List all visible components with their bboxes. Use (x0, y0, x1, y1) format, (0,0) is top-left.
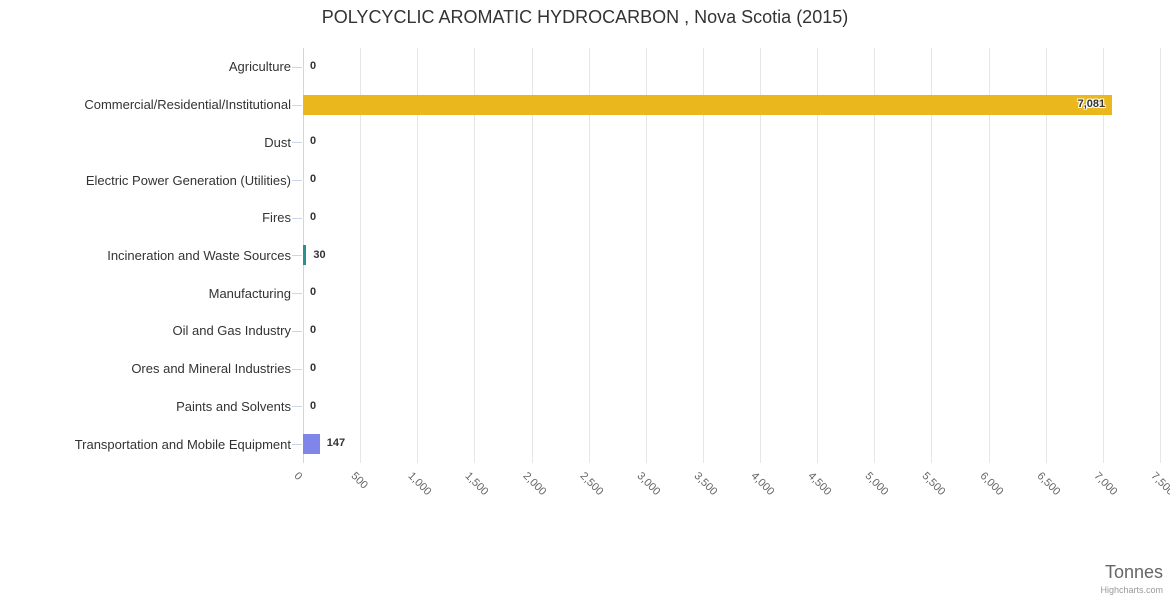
category-tick (292, 255, 302, 257)
gridline (417, 48, 419, 463)
gridline (645, 48, 647, 463)
x-tick-label: 500 (348, 470, 371, 492)
table-row: Agriculture 0 (0, 48, 1170, 86)
bar-transportation-and-mobile-equipment[interactable] (303, 434, 320, 455)
gridline (474, 48, 476, 463)
value-label: 0 (310, 60, 317, 72)
x-tick-label: 1,500 (462, 470, 491, 498)
category-label: Agriculture (228, 59, 291, 75)
category-label: Incineration and Waste Sources (107, 247, 291, 263)
value-label: 0 (310, 361, 317, 374)
gridline (874, 48, 876, 463)
category-label: Paints and Solvents (176, 398, 291, 414)
category-label: Electric Power Generation (Utilities) (85, 172, 291, 188)
category-tick (292, 217, 302, 219)
bar-incineration-and-waste-sources[interactable] (303, 245, 307, 266)
category-tick (292, 293, 302, 295)
table-row: Dust 0 (0, 123, 1170, 161)
table-row: Incineration and Waste Sources 30 (0, 237, 1170, 275)
value-label: 7,081 (1077, 97, 1106, 110)
gridline (988, 48, 990, 463)
gridline (588, 48, 590, 463)
category-tick (292, 180, 302, 182)
category-label: Oil and Gas Industry (172, 323, 292, 339)
gridline (531, 48, 533, 463)
table-row: Fires 0 (0, 199, 1170, 237)
value-label: 0 (310, 173, 317, 186)
category-label: Manufacturing (208, 285, 291, 301)
table-row: Manufacturing 0 (0, 274, 1170, 312)
gridline (360, 48, 362, 463)
gridline (1045, 48, 1047, 463)
x-tick-label: 2,500 (577, 470, 606, 498)
category-tick (292, 142, 302, 144)
x-tick-label: 3,000 (634, 470, 663, 498)
bar-commercial-residential-institutional[interactable] (303, 94, 1113, 115)
table-row: Commercial/Residential/Institutional 7,08… (0, 86, 1170, 124)
category-tick (292, 406, 302, 408)
chart-title: POLYCYCLIC AROMATIC HYDROCARBON , Nova S… (321, 7, 849, 27)
value-label: 0 (310, 324, 317, 337)
category-tick (292, 104, 302, 106)
highcharts-credit-link[interactable]: Highcharts.com (1100, 585, 1163, 595)
x-tick-label: 7,000 (1091, 470, 1120, 498)
category-label: Commercial/Residential/Institutional (84, 97, 291, 113)
x-tick-label: 6,500 (1034, 470, 1063, 498)
gridline (702, 48, 704, 463)
value-label: 0 (310, 399, 317, 412)
value-label: 30 (313, 248, 326, 261)
x-tick-label: 0 (291, 470, 305, 483)
x-tick-label: 5,000 (862, 470, 891, 498)
category-label: Ores and Mineral Industries (131, 361, 291, 377)
x-tick-label: 6,000 (977, 470, 1006, 498)
x-tick-label: 7,500 (1148, 470, 1170, 498)
x-tick-label: 3,500 (691, 470, 720, 498)
x-tick-label: 4,500 (805, 470, 834, 498)
x-tick-label: 4,000 (748, 470, 777, 498)
category-tick (292, 66, 302, 68)
table-row: Transportation and Mobile Equipment 147 (0, 425, 1170, 463)
x-axis-title: Tonnes (1104, 562, 1163, 582)
x-tick-label: 1,000 (405, 470, 434, 498)
category-tick (292, 368, 302, 370)
gridline (1160, 48, 1161, 463)
category-tick (292, 444, 302, 446)
x-tick-label: 5,500 (919, 470, 948, 498)
category-label: Transportation and Mobile Equipment (74, 436, 291, 452)
category-tick (292, 330, 302, 332)
table-row: Electric Power Generation (Utilities) 0 (0, 161, 1170, 199)
gridline (760, 48, 762, 463)
gridline (817, 48, 819, 463)
plot-area (303, 48, 1161, 463)
table-row: Ores and Mineral Industries 0 (0, 350, 1170, 388)
category-label: Dust (264, 134, 291, 150)
table-row: Paints and Solvents 0 (0, 388, 1170, 426)
value-label: 0 (310, 135, 317, 148)
value-label: 0 (310, 286, 317, 299)
value-label: 147 (326, 437, 346, 450)
gridline (931, 48, 933, 463)
value-label: 0 (310, 210, 317, 223)
gridline (1102, 48, 1104, 463)
x-tick-label: 2,000 (520, 470, 548, 498)
table-row: Oil and Gas Industry 0 (0, 312, 1170, 350)
category-label: Fires (262, 210, 291, 226)
